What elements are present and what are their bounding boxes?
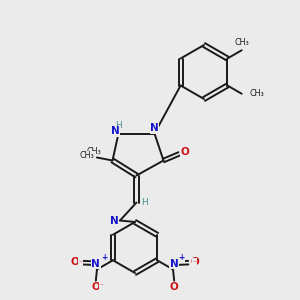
Text: O: O: [92, 282, 100, 292]
Text: CH₃: CH₃: [86, 147, 101, 156]
Text: N: N: [110, 126, 119, 136]
Text: +: +: [101, 253, 107, 262]
Text: +: +: [178, 253, 184, 262]
Text: ⁻: ⁻: [99, 281, 103, 290]
Text: O: O: [170, 282, 178, 292]
Text: ⁻: ⁻: [78, 258, 82, 267]
Text: N: N: [92, 259, 100, 269]
Text: N: N: [110, 216, 119, 226]
Text: O: O: [71, 257, 80, 267]
Text: O: O: [181, 147, 190, 158]
Text: CH₃: CH₃: [234, 38, 249, 47]
Text: CH₃: CH₃: [79, 152, 94, 160]
Text: ⁻: ⁻: [192, 258, 196, 267]
Text: H: H: [142, 198, 148, 207]
Text: O: O: [190, 257, 199, 267]
Text: N: N: [170, 259, 178, 269]
Text: H: H: [115, 121, 122, 130]
Text: N: N: [150, 123, 159, 133]
Text: CH₃: CH₃: [249, 89, 264, 98]
